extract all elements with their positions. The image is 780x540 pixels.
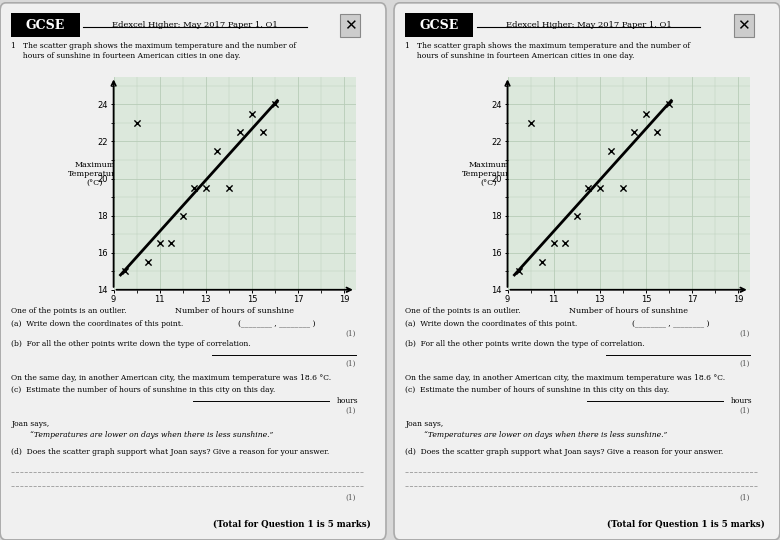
Text: (d)  Does the scatter graph support what Joan says? Give a reason for your answe: (d) Does the scatter graph support what … (406, 448, 724, 456)
Point (570, 211, 583, 220)
Text: Edexcel Higher: May 2017 Paper 1, Q1: Edexcel Higher: May 2017 Paper 1, Q1 (506, 21, 672, 29)
Point (222, 184, 235, 192)
Point (640, 109, 652, 118)
Text: (1): (1) (739, 407, 750, 415)
Point (605, 146, 618, 155)
X-axis label: Number of hours of sunshine: Number of hours of sunshine (569, 307, 688, 315)
Text: (1): (1) (346, 494, 356, 502)
Point (536, 258, 548, 266)
Point (234, 128, 246, 137)
Point (246, 109, 258, 118)
Text: (1): (1) (739, 330, 750, 339)
Point (512, 267, 525, 275)
Text: (b)  For all the other points write down the type of correlation.: (b) For all the other points write down … (406, 340, 645, 348)
FancyBboxPatch shape (12, 14, 80, 37)
Point (176, 211, 189, 220)
Point (524, 119, 537, 127)
Point (200, 184, 212, 192)
Text: 1   The scatter graph shows the maximum temperature and the number of
     hours: 1 The scatter graph shows the maximum te… (12, 42, 296, 59)
Text: hours: hours (337, 397, 359, 405)
Text: (1): (1) (739, 360, 750, 368)
Point (616, 184, 629, 192)
Point (211, 146, 224, 155)
Point (165, 239, 178, 248)
Text: hours: hours (731, 397, 753, 405)
Text: (________ , ________ ): (________ , ________ ) (633, 320, 710, 328)
Point (628, 128, 640, 137)
Text: On the same day, in another American city, the maximum temperature was 18.6 °C.: On the same day, in another American cit… (12, 374, 331, 382)
Text: (________ , ________ ): (________ , ________ ) (239, 320, 316, 328)
Text: Joan says,: Joan says, (12, 420, 50, 428)
Point (651, 128, 664, 137)
Text: One of the points is an outlier.: One of the points is an outlier. (12, 307, 127, 315)
Text: ✕: ✕ (344, 18, 356, 33)
Text: On the same day, in another American city, the maximum temperature was 18.6 °C.: On the same day, in another American cit… (406, 374, 725, 382)
Point (559, 239, 572, 248)
Text: (1): (1) (346, 407, 356, 415)
Point (269, 100, 282, 109)
Point (582, 184, 594, 192)
Text: (1): (1) (739, 494, 750, 502)
Text: ✕: ✕ (738, 18, 750, 33)
Text: Maximum
Temperature
(°C): Maximum Temperature (°C) (463, 161, 515, 187)
Point (154, 239, 166, 248)
Text: (d)  Does the scatter graph support what Joan says? Give a reason for your answe: (d) Does the scatter graph support what … (12, 448, 330, 456)
Text: (c)  Estimate the number of hours of sunshine in this city on this day.: (c) Estimate the number of hours of suns… (12, 386, 275, 394)
Text: (a)  Write down the coordinates of this point.: (a) Write down the coordinates of this p… (12, 320, 184, 328)
Text: (Total for Question 1 is 5 marks): (Total for Question 1 is 5 marks) (213, 519, 370, 528)
Point (594, 184, 606, 192)
Text: (c)  Estimate the number of hours of sunshine in this city on this day.: (c) Estimate the number of hours of suns… (406, 386, 669, 394)
Text: GCSE: GCSE (420, 19, 459, 32)
Text: (b)  For all the other points write down the type of correlation.: (b) For all the other points write down … (12, 340, 251, 348)
Point (548, 239, 560, 248)
Text: (Total for Question 1 is 5 marks): (Total for Question 1 is 5 marks) (607, 519, 764, 528)
FancyBboxPatch shape (0, 3, 386, 540)
X-axis label: Number of hours of sunshine: Number of hours of sunshine (176, 307, 294, 315)
Text: “Temperatures are lower on days when there is less sunshine.”: “Temperatures are lower on days when the… (12, 431, 274, 439)
Text: GCSE: GCSE (26, 19, 66, 32)
Text: One of the points is an outlier.: One of the points is an outlier. (406, 307, 521, 315)
Point (188, 184, 200, 192)
Text: (a)  Write down the coordinates of this point.: (a) Write down the coordinates of this p… (406, 320, 578, 328)
Text: Maximum
Temperature
(°C): Maximum Temperature (°C) (69, 161, 121, 187)
Text: Edexcel Higher: May 2017 Paper 1, Q1: Edexcel Higher: May 2017 Paper 1, Q1 (112, 21, 278, 29)
FancyBboxPatch shape (394, 3, 780, 540)
Text: Joan says,: Joan says, (406, 420, 444, 428)
Point (119, 267, 131, 275)
Point (142, 258, 154, 266)
Point (257, 128, 270, 137)
Text: (1): (1) (346, 360, 356, 368)
Text: (1): (1) (346, 330, 356, 339)
Point (130, 119, 143, 127)
Point (663, 100, 675, 109)
Text: “Temperatures are lower on days when there is less sunshine.”: “Temperatures are lower on days when the… (406, 431, 668, 439)
FancyBboxPatch shape (406, 14, 473, 37)
Text: 1   The scatter graph shows the maximum temperature and the number of
     hours: 1 The scatter graph shows the maximum te… (406, 42, 690, 59)
